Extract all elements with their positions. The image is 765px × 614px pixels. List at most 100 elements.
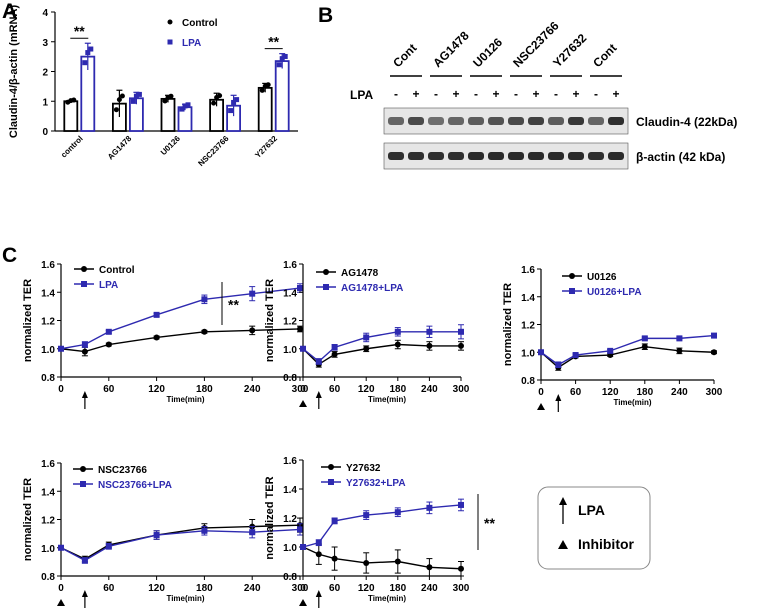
blot-band [388,152,404,160]
data-point [105,341,112,348]
data-point [211,100,217,106]
data-point [711,332,717,339]
legend-marker [328,464,334,470]
x-tick-label: 240 [421,583,438,594]
y-tick-label: 0.8 [41,572,55,583]
inhibitor-triangle-icon [537,403,545,410]
y-axis-label: normalized TER [502,283,514,366]
data-point [300,345,306,352]
ter-chart-nsc23766: 0.8 1.0 1.2 1.4 1.6 0 60 120 180 240 300 Time(min) n… [22,459,309,608]
data-point [249,529,256,536]
y-axis-label: normalized TER [22,279,34,362]
x-tick-label: 240 [244,583,261,594]
blot-band [528,152,544,160]
data-point [394,328,401,335]
y-axis-label: normalized TER [264,279,276,362]
group-label: Cont [590,41,619,70]
ter-chart-ag1478: 0.8 1.0 1.2 1.4 1.6 0 60 120 180 240 300 Time(min) n… [264,260,470,409]
x-axis-label: Time(min) [166,594,204,603]
lane-sign: + [612,87,619,101]
y-tick-label: 1 [42,97,48,108]
x-axis-label: Time(min) [368,395,406,404]
data-point [300,544,306,550]
data-point [81,348,88,355]
data-point [426,564,433,571]
series-line [302,546,462,570]
legend-marker [569,273,575,279]
triangle-icon [558,540,568,549]
blot-band [548,152,564,160]
lpa-arrowhead-icon [315,590,322,597]
data-point [201,527,208,534]
data-point [676,347,683,354]
data-point [555,361,562,368]
lane-sign: - [474,87,478,101]
lpa-arrowhead-icon [555,394,562,401]
band-label: β-actin (42 kDa) [636,150,725,164]
lane-sign: + [492,87,499,101]
data-point [641,343,648,350]
x-tick-label: 180 [196,583,213,594]
legend-label: LPA [99,280,118,291]
legend-marker [81,281,87,287]
data-point [607,347,614,354]
ter-chart-u0126: 0.8 1.0 1.2 1.4 1.6 0 60 120 180 240 300 Time(min) n… [502,265,723,412]
data-point [276,62,282,68]
data-point [282,53,288,59]
blot-band [568,117,584,125]
data-point [426,504,433,511]
lane-sign: - [594,87,598,101]
lane-sign: - [434,87,438,101]
bar [274,60,290,132]
data-point [249,327,256,334]
y-tick-label: 1.2 [521,321,535,332]
data-point [458,328,464,335]
bar-chart-claudin4-mrna: 0 1 2 3 4 Claudin-4/β-actin (mRNA) control AG14… [8,5,298,168]
data-point [153,532,160,539]
x-tick-label: 300 [292,384,309,395]
significance-mark: ** [228,297,239,313]
x-tick-label: 0 [58,583,64,594]
lane-sign: + [532,87,539,101]
data-point [201,328,208,335]
inhibitor-triangle-icon [57,599,65,606]
y-tick-label: 1.4 [283,485,297,496]
panel-label-a: A [2,0,17,23]
data-point [363,345,370,352]
y-tick-label: 1.2 [283,514,297,525]
panel-label-c: C [2,244,17,267]
data-point [458,565,464,572]
legend-marker [323,269,329,275]
data-point [228,108,234,114]
data-point [58,345,64,352]
x-tick-label: 240 [671,387,688,398]
data-point [81,341,88,348]
data-point [538,349,544,356]
x-tick-label: 300 [706,387,723,398]
bar [63,100,79,132]
y-axis-label: normalized TER [264,476,276,559]
data-point [676,335,683,342]
y-axis-label: normalized TER [22,478,34,561]
x-tick-label: 180 [196,384,213,395]
x-axis-label: Time(min) [166,395,204,404]
x-axis-label: Time(min) [613,398,651,407]
blot-band [508,117,524,125]
data-point [234,97,240,103]
data-point [259,87,265,93]
blot-band [568,152,584,160]
ter-chart-control: 0.8 1.0 1.2 1.4 1.6 0 60 120 180 240 300 Time(min) n… [22,260,309,409]
blot-band [588,117,604,125]
x-tick-label: 0 [300,384,306,395]
data-point [153,311,160,318]
x-tick-label: 60 [103,384,115,395]
data-point [249,290,256,297]
data-point [231,99,237,105]
band-label: Claudin-4 (22kDa) [636,115,737,129]
y-tick-label: 1.6 [283,456,297,467]
y-tick-label: 0.8 [283,572,297,583]
legend-label: Control [99,265,135,276]
blot-band [508,152,524,160]
x-tick-label: 180 [389,583,406,594]
